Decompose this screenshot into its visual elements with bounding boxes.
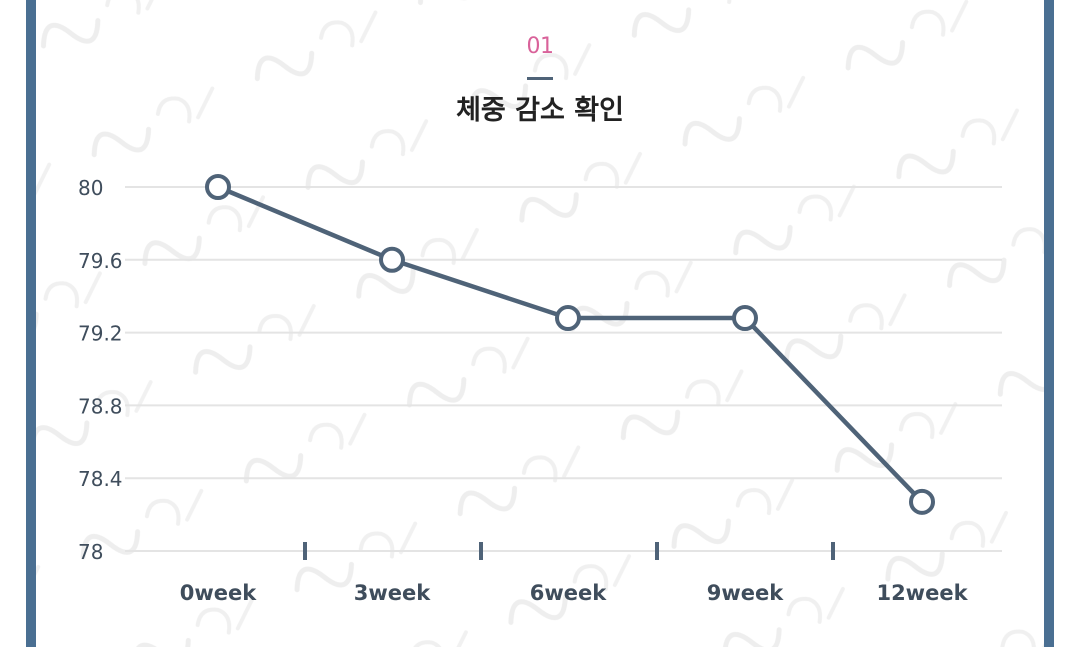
- data-point-marker: [379, 246, 405, 273]
- y-tick-label: 79.6: [78, 249, 123, 273]
- y-tick-label: 78.4: [78, 467, 123, 491]
- data-point-marker: [555, 305, 581, 332]
- section-number: 01: [526, 34, 555, 59]
- frame-right-border: [1044, 0, 1054, 647]
- x-tick-label: 0week: [180, 581, 257, 605]
- y-tick-label: 78.8: [78, 394, 123, 418]
- chart-title: 체중 감소 확인: [456, 95, 624, 126]
- x-tick-label: 9week: [707, 581, 784, 605]
- section-underline: [527, 77, 553, 80]
- x-tick-label: 3week: [354, 581, 431, 605]
- x-tick-label: 12week: [876, 581, 968, 605]
- x-tick-label: 6week: [530, 581, 607, 605]
- data-point-marker: [732, 305, 758, 332]
- data-point-marker: [205, 174, 231, 200]
- frame-left-border: [26, 0, 36, 647]
- series-line: [215, 184, 925, 505]
- y-tick-label: 80: [78, 176, 103, 200]
- y-tick-label: 79.2: [78, 322, 123, 346]
- y-tick-label: 78: [78, 540, 103, 564]
- data-point-marker: [909, 488, 935, 515]
